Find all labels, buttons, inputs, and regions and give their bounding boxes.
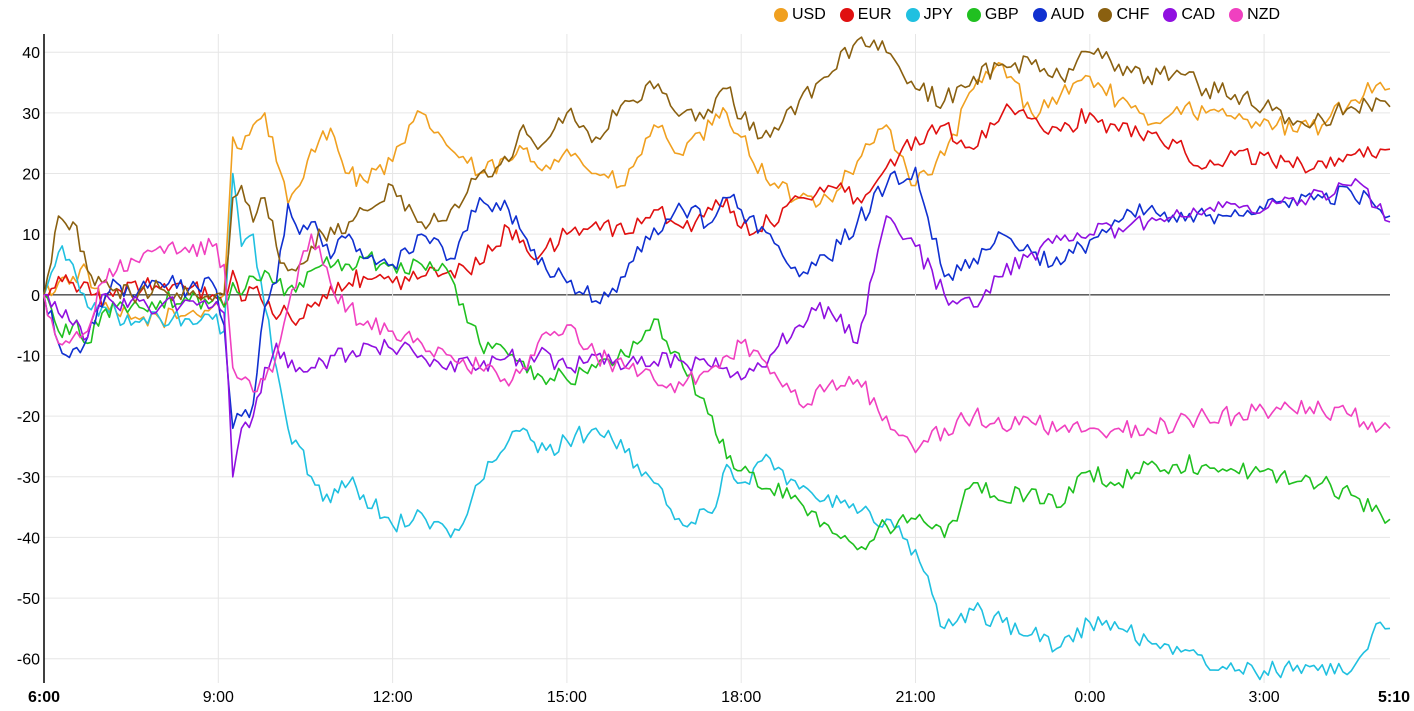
legend-item-gbp[interactable]: GBP — [966, 6, 1019, 24]
legend-marker-icon — [966, 8, 981, 22]
legend-marker-icon — [1032, 8, 1047, 22]
legend-item-aud[interactable]: AUD — [1032, 6, 1085, 24]
x-tick-label: 3:00 — [1249, 689, 1280, 706]
series-line-jpy — [43, 172, 1391, 681]
legend-label: CAD — [1181, 6, 1216, 23]
legend-item-eur[interactable]: EUR — [839, 6, 892, 24]
series-line-gbp — [43, 251, 1391, 551]
series-line-usd — [43, 61, 1391, 329]
legend-item-cad[interactable]: CAD — [1163, 6, 1215, 24]
series-line-cad — [43, 178, 1391, 478]
y-tick-label: 10 — [22, 227, 40, 244]
legend-label: JPY — [923, 6, 953, 23]
series-line-eur — [43, 103, 1391, 326]
y-tick-label: -10 — [17, 348, 40, 365]
x-tick-label: 5:10 — [1378, 689, 1410, 706]
legend-marker-icon — [905, 8, 920, 22]
x-tick-label: 0:00 — [1074, 689, 1105, 706]
x-tick-label: 18:00 — [721, 689, 761, 706]
series-line-nzd — [43, 233, 1391, 454]
legend-label: CHF — [1116, 6, 1150, 23]
legend-label: EUR — [857, 6, 892, 23]
series-line-aud — [43, 166, 1391, 430]
legend-label: GBP — [984, 6, 1019, 23]
x-tick-label: 6:00 — [28, 689, 60, 706]
legend-label: AUD — [1050, 6, 1085, 23]
y-tick-label: -30 — [17, 470, 40, 487]
legend-marker-icon — [1229, 8, 1244, 22]
legend-marker-icon — [774, 8, 788, 22]
x-tick-label: 21:00 — [895, 689, 935, 706]
y-tick-label: 0 — [31, 288, 40, 305]
y-tick-label: -60 — [17, 652, 40, 669]
x-tick-label: 9:00 — [203, 689, 234, 706]
legend-marker-icon — [1163, 8, 1178, 22]
legend-marker-icon — [1098, 8, 1113, 22]
legend-marker-icon — [839, 8, 854, 22]
legend-item-nzd[interactable]: NZD — [1229, 6, 1280, 24]
x-tick-label: 12:00 — [373, 689, 413, 706]
y-tick-label: -50 — [17, 591, 40, 608]
legend: USD EUR JPY GBP AUD CHF CAD NZD — [774, 4, 1294, 26]
series-line-chf — [43, 36, 1391, 304]
y-tick-label: 40 — [22, 45, 40, 62]
y-tick-label: -40 — [17, 530, 40, 547]
y-tick-label: 20 — [22, 167, 40, 184]
y-tick-label: -20 — [17, 409, 40, 426]
legend-item-chf[interactable]: CHF — [1098, 6, 1149, 24]
y-tick-label: 30 — [22, 106, 40, 123]
legend-label: NZD — [1247, 6, 1281, 23]
x-tick-label: 15:00 — [547, 689, 587, 706]
legend-item-usd[interactable]: USD — [774, 6, 826, 24]
legend-label: USD — [792, 6, 826, 23]
legend-item-jpy[interactable]: JPY — [905, 6, 953, 24]
